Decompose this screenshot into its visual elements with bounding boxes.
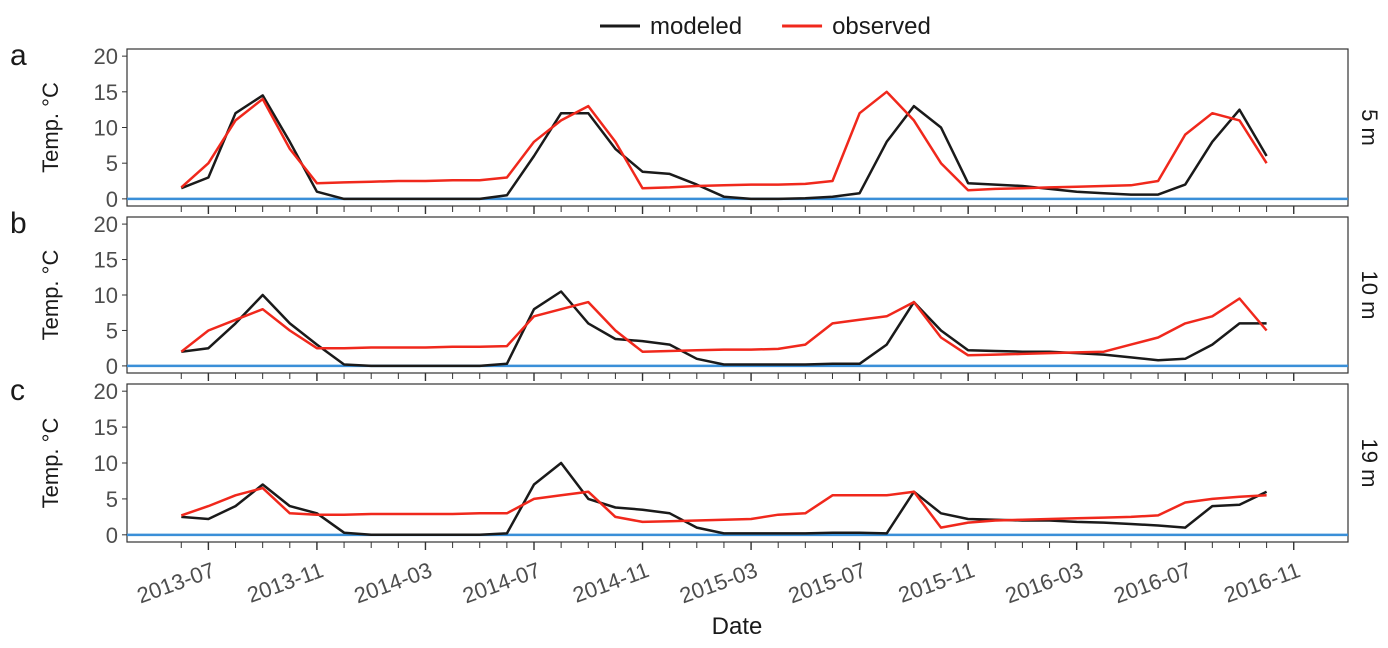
x-tick-label: 2015-03: [676, 557, 760, 608]
y-tick-label: 15: [94, 80, 118, 105]
series-line: [180, 486, 1267, 529]
y-tick-label: 10: [94, 451, 118, 476]
y-tick-label: 5: [106, 151, 118, 176]
legend: modeled observed: [600, 13, 931, 40]
y-axis-label: Temp. °C: [38, 250, 63, 341]
y-tick-label: 10: [94, 116, 118, 141]
strip-label: 10 m: [1357, 271, 1382, 320]
x-tick-label: 2015-11: [895, 557, 978, 608]
strip-label: 5 m: [1357, 109, 1382, 146]
x-tick-label: 2016-03: [1002, 557, 1086, 608]
x-tick-label: 2014-03: [351, 557, 435, 608]
y-tick-label: 5: [106, 318, 118, 343]
panel-tag: a: [10, 39, 27, 72]
x-tick-label: 2016-11: [1221, 557, 1304, 608]
y-axis-label: Temp. °C: [38, 418, 63, 509]
series-line: [180, 297, 1268, 357]
y-tick-label: 0: [106, 187, 118, 212]
x-axis-label: Date: [712, 613, 763, 640]
y-tick-label: 20: [94, 44, 118, 69]
strip-label: 19 m: [1357, 439, 1382, 488]
x-tick-label: 2013-07: [134, 557, 218, 608]
y-tick-label: 0: [106, 523, 118, 548]
legend-label: observed: [832, 13, 931, 40]
series-line: [180, 94, 1268, 201]
x-tick-label: 2014-07: [459, 557, 543, 608]
y-tick-label: 20: [94, 379, 118, 404]
y-tick-label: 20: [94, 212, 118, 237]
x-tick-label: 2015-07: [785, 557, 869, 608]
y-tick-label: 0: [106, 354, 118, 379]
series-line: [181, 461, 1268, 537]
y-axis-label: Temp. °C: [38, 82, 63, 173]
y-tick-label: 10: [94, 283, 118, 308]
panel-tag: b: [10, 207, 27, 240]
x-tick-label: 2014-11: [569, 557, 652, 608]
x-tick-label: 2013-11: [244, 557, 327, 608]
series-line: [180, 90, 1268, 192]
legend-label: modeled: [650, 13, 742, 40]
y-tick-label: 15: [94, 415, 118, 440]
y-tick-label: 5: [106, 487, 118, 512]
series-line: [181, 290, 1267, 368]
y-tick-label: 15: [94, 248, 118, 273]
panel-tag: c: [10, 374, 25, 407]
panel-border: [126, 48, 1349, 207]
x-tick-label: 2016-07: [1110, 557, 1194, 608]
